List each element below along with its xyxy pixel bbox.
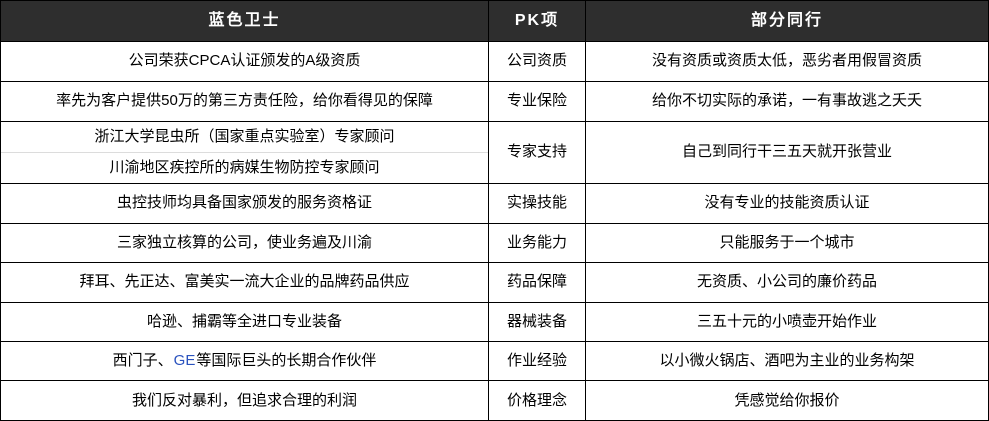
cell-competitors: 三五十元的小喷壶开始作业 (696, 312, 877, 330)
header-competitors: 部分同行 (750, 12, 823, 29)
table-row-company-qualification: 公司荣获CPCA认证颁发的A级资质 公司资质 没有资质或资质太低，恶劣者用假冒资… (1, 42, 988, 82)
cell-blue-guard: 哈逊、捕霸等全进口专业装备 (1, 303, 489, 341)
cell-competitors: 自己到同行干三五天就开张营业 (681, 143, 892, 161)
cell-pk-item: 实操技能 (489, 184, 586, 223)
table-row-skills: 虫控技师均具备国家颁发的服务资格证 实操技能 没有专业的技能资质认证 (1, 184, 988, 224)
table-row-pricing: 我们反对暴利，但追求合理的利润 价格理念 凭感觉给你报价 (1, 381, 988, 421)
table-header-row: 蓝色卫士 PK项 部分同行 (1, 1, 988, 42)
cell-competitors: 没有专业的技能资质认证 (704, 194, 870, 212)
cell-blue-guard: 率先为客户提供50万的第三方责任险，给你看得见的保障 (1, 82, 489, 121)
cell-pk-item: 公司资质 (489, 42, 586, 81)
cell-competitors: 给你不切实际的承诺，一有事故逃之夭夭 (651, 92, 922, 110)
cell-blue-guard: 三家独立核算的公司，使业务遍及川渝 (1, 224, 489, 262)
table-row-equipment: 哈逊、捕霸等全进口专业装备 器械装备 三五十元的小喷壶开始作业 (1, 303, 988, 342)
table-row-insurance: 率先为客户提供50万的第三方责任险，给你看得见的保障 专业保险 给你不切实际的承… (1, 82, 988, 122)
cell-pk-item: 专业保险 (489, 82, 586, 121)
cell-blue-guard: 公司荣获CPCA认证颁发的A级资质 (1, 42, 489, 81)
table-row-expert-support: 浙江大学昆虫所（国家重点实验室）专家顾问 川渝地区疾控所的病媒生物防控专家顾问 … (1, 122, 988, 184)
cell-competitors: 以小微火锅店、酒吧为主业的业务构架 (659, 351, 915, 369)
table-row-drug-guarantee: 拜耳、先正达、富美实一流大企业的品牌药品供应 药品保障 无资质、小公司的廉价药品 (1, 263, 988, 303)
cell-competitors: 没有资质或资质太低，恶劣者用假冒资质 (651, 52, 922, 70)
cell-blue-guard: 我们反对暴利，但追求合理的利润 (1, 381, 489, 421)
cell-blue-guard: 虫控技师均具备国家颁发的服务资格证 (1, 184, 489, 223)
header-blue-guard: 蓝色卫士 (1, 1, 489, 41)
cell-pk-item: 作业经验 (489, 342, 586, 380)
cell-text-prefix: 西门子、 (112, 351, 173, 369)
cell-competitors: 凭感觉给你报价 (734, 391, 840, 409)
cell-pk-item: 药品保障 (489, 263, 586, 302)
header-pk-item: PK项 (489, 1, 586, 41)
cell-competitors: 只能服务于一个城市 (719, 233, 855, 251)
table-row-experience: 西门子、 GE 等国际巨头的长期合作伙伴 作业经验 以小微火锅店、酒吧为主业的业务构… (1, 342, 988, 381)
cell-blue-guard: 浙江大学昆虫所（国家重点实验室）专家顾问 川渝地区疾控所的病媒生物防控专家顾问 (1, 122, 489, 183)
cell-line-1: 浙江大学昆虫所（国家重点实验室）专家顾问 (94, 127, 395, 145)
ge-link[interactable]: GE (173, 351, 196, 369)
cell-text-suffix: 等国际巨头的长期合作伙伴 (196, 351, 377, 369)
cell-competitors: 无资质、小公司的廉价药品 (696, 273, 877, 291)
cell-pk-item: 器械装备 (489, 303, 586, 341)
cell-line-2: 川渝地区疾控所的病媒生物防控专家顾问 (1, 152, 488, 183)
cell-blue-guard: 拜耳、先正达、富美实一流大企业的品牌药品供应 (1, 263, 489, 302)
cell-pk-item: 专家支持 (489, 122, 586, 183)
cell-pk-item: 业务能力 (489, 224, 586, 262)
table-row-business-capability: 三家独立核算的公司，使业务遍及川渝 业务能力 只能服务于一个城市 (1, 224, 988, 263)
cell-blue-guard: 西门子、 GE 等国际巨头的长期合作伙伴 (1, 342, 489, 380)
cell-pk-item: 价格理念 (489, 381, 586, 421)
